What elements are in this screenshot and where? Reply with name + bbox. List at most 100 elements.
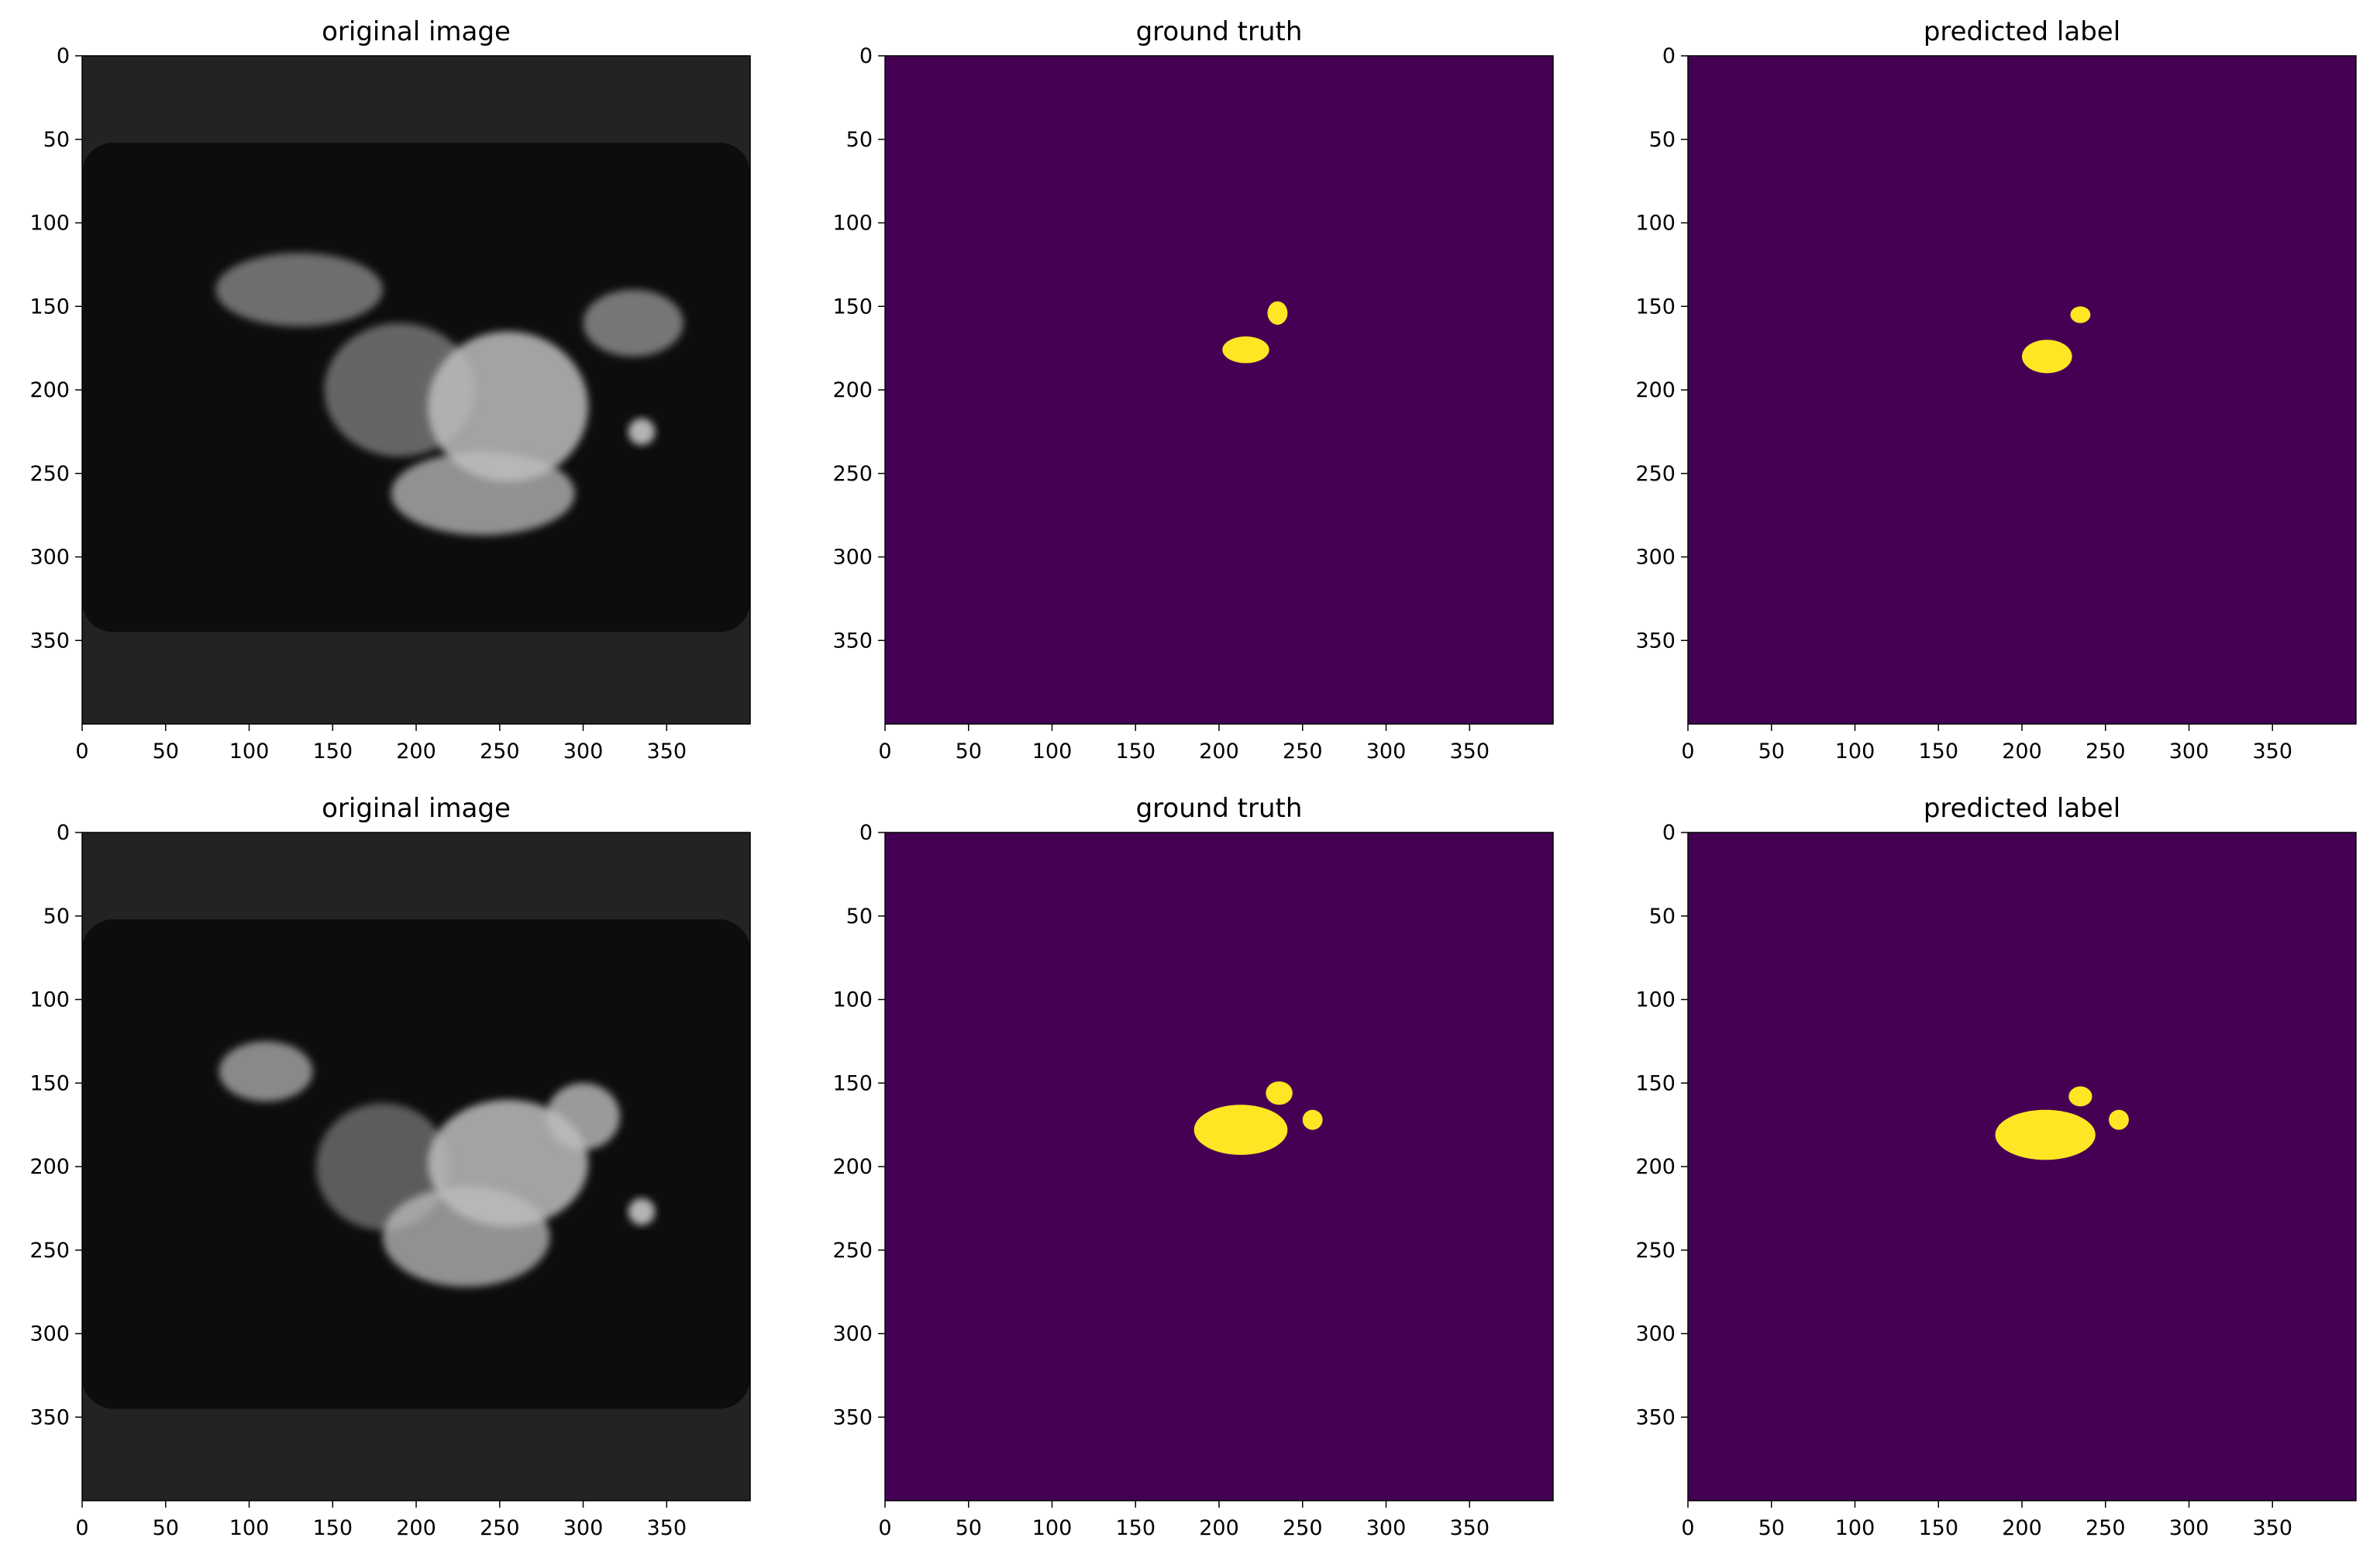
subplot-title: predicted label [1924,793,2120,824]
x-tick-label: 100 [1835,739,1875,764]
x-tick-label: 250 [2086,739,2126,764]
x-tick-label: 300 [563,739,604,764]
subplot-original-image-row1: original image 0 50 100 150 200 250 300 350 0 50 1… [0,0,806,775]
y-tick-label: 350 [29,629,70,653]
y-tick-label: 300 [29,1322,70,1346]
subplot-ground-truth-row1: ground truth 0 50 100 150 200 250 300 350 0 50 100… [803,0,1609,775]
subplot-title: predicted label [1924,16,2120,47]
x-tick-label: 50 [956,739,982,764]
tissue-region [219,1041,313,1101]
image-area [1688,832,2356,1501]
x-tick-label: 50 [153,739,179,764]
y-tick-label: 50 [1649,905,1676,929]
image-background [885,832,1553,1501]
tissue-region [628,418,656,446]
y-tick-label: 350 [29,1405,70,1429]
y-tick-label: 200 [832,1155,873,1179]
x-tick-label: 200 [1199,1516,1239,1540]
label-blob [1302,1109,1323,1130]
subplot-title: ground truth [1136,793,1303,824]
x-tick-label: 200 [1199,739,1239,764]
x-tick-label: 350 [1449,739,1490,764]
image-area [82,832,750,1501]
x-tick-label: 0 [1681,739,1694,764]
x-tick-label: 200 [2002,739,2042,764]
y-tick-label: 150 [832,1071,873,1095]
x-tick-label: 150 [1115,739,1156,764]
y-tick-label: 0 [859,44,873,68]
x-tick-label: 350 [2252,739,2292,764]
x-tick-label: 250 [1283,1516,1323,1540]
x-tick-label: 150 [1918,1516,1958,1540]
x-tick-label: 150 [1918,739,1958,764]
subplot-predicted-label-row2: predicted label 0 50 100 150 200 250 300 350 0 50… [1606,777,2380,1552]
y-tick-label: 150 [29,295,70,319]
x-tick-label: 100 [229,739,270,764]
y-tick-label: 300 [832,1322,873,1346]
x-tick-label: 300 [2169,1516,2210,1540]
x-tick-label: 100 [1032,739,1073,764]
image-background [1688,832,2356,1501]
y-tick-label: 150 [1635,295,1676,319]
y-tick-label: 0 [57,44,70,68]
y-tick-label: 200 [832,378,873,402]
subplot-title: original image [322,793,511,824]
label-blob [2068,1086,2092,1107]
x-tick-label: 50 [1758,739,1785,764]
y-tick-label: 350 [832,629,873,653]
label-blob [2109,1109,2129,1130]
subplot-svg: ground truth 0 50 100 150 200 250 300 350 0 50 100… [832,793,1554,1540]
tissue-region [628,1198,656,1225]
x-tick-label: 0 [1681,1516,1694,1540]
x-tick-label: 350 [646,739,687,764]
y-tick-label: 50 [43,905,70,929]
x-tick-label: 50 [1758,1516,1785,1540]
x-tick-label: 0 [878,1516,891,1540]
label-blob [1222,336,1269,364]
x-tick-label: 0 [878,739,891,764]
y-tick-label: 100 [29,988,70,1012]
tissue-region [391,451,575,536]
y-tick-label: 0 [57,821,70,845]
y-tick-label: 100 [1635,212,1676,236]
image-background [885,56,1553,724]
y-tick-label: 150 [832,295,873,319]
y-tick-label: 50 [43,128,70,152]
x-tick-label: 300 [563,1516,604,1540]
y-tick-label: 300 [832,546,873,570]
tissue-region [583,289,684,357]
y-tick-label: 200 [29,1155,70,1179]
subplot-predicted-label-row1: predicted label 0 50 100 150 200 250 300 350 0 50… [1606,0,2380,775]
tissue-region [324,322,475,457]
x-tick-label: 150 [312,1516,353,1540]
image-area [885,832,1553,1501]
subplot-ground-truth-row2: ground truth 0 50 100 150 200 250 300 350 0 50 100… [803,777,1609,1552]
subplot-svg: predicted label 0 50 100 150 200 250 300 350 0 50… [1635,793,2357,1540]
y-tick-label: 300 [1635,1322,1676,1346]
y-tick-label: 200 [1635,1155,1676,1179]
y-tick-label: 50 [846,905,873,929]
x-tick-label: 50 [153,1516,179,1540]
x-tick-label: 300 [1366,739,1407,764]
label-blob [1193,1105,1288,1155]
y-tick-label: 350 [832,1405,873,1429]
y-tick-label: 0 [1662,44,1676,68]
x-tick-label: 250 [480,739,520,764]
y-tick-label: 50 [846,128,873,152]
subplot-svg: original image 0 50 100 150 200 250 300 350 0 50 1… [29,793,751,1540]
tissue-region [546,1083,620,1150]
y-tick-label: 250 [1635,1239,1676,1263]
tissue-region [315,1103,450,1230]
subplot-svg: ground truth 0 50 100 150 200 250 300 350 0 50 100… [832,16,1554,764]
label-blob [1995,1109,2096,1160]
subplot-svg: predicted label 0 50 100 150 200 250 300 350 0 50… [1635,16,2357,764]
y-tick-label: 100 [1635,988,1676,1012]
image-background [1688,56,2356,724]
y-tick-label: 250 [29,462,70,486]
x-tick-label: 250 [480,1516,520,1540]
image-area [1688,56,2356,724]
image-area [885,56,1553,724]
y-tick-label: 250 [29,1239,70,1263]
label-blob [1266,1081,1293,1105]
